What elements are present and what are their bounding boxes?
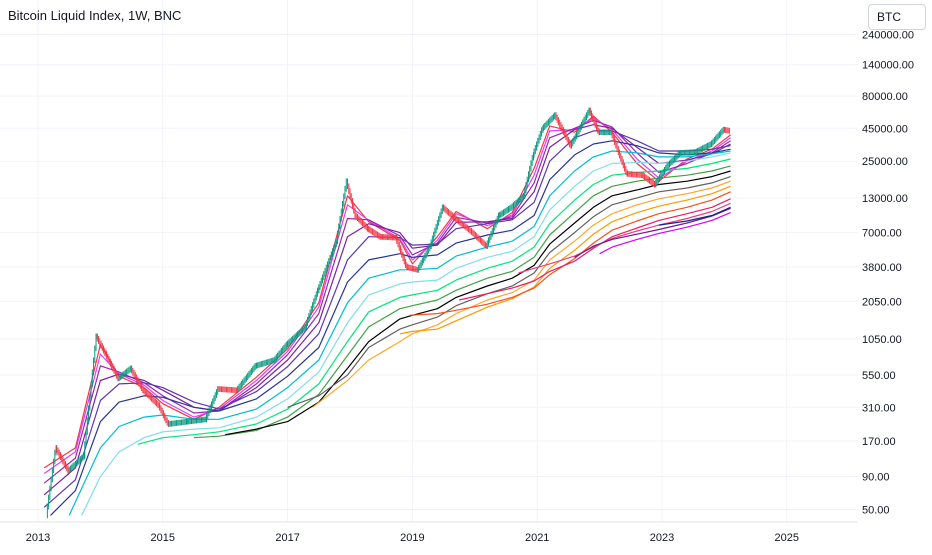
ma-line-8 xyxy=(137,158,731,445)
ma-line-16 xyxy=(518,202,731,274)
y-tick-label: 90.00 xyxy=(862,472,890,484)
ma-line-7 xyxy=(81,152,731,516)
y-tick-label: 45000.00 xyxy=(862,123,908,135)
y-tick-label: 310.00 xyxy=(862,402,896,414)
y-tick-label: 2050.00 xyxy=(862,296,902,308)
y-tick-label: 1050.00 xyxy=(862,334,902,346)
y-tick-label: 140000.00 xyxy=(862,60,914,72)
ma-line-6 xyxy=(68,150,731,516)
ma-line-17 xyxy=(574,207,731,258)
y-tick-label: 7000.00 xyxy=(862,228,902,240)
grid xyxy=(0,0,858,522)
x-tick-label: 2015 xyxy=(151,532,175,544)
symbol-search-box[interactable]: BTC xyxy=(868,4,926,30)
y-tick-label: 3800.00 xyxy=(862,262,902,274)
x-tick-label: 2013 xyxy=(26,532,50,544)
x-tick-label: 2017 xyxy=(275,532,299,544)
ma-line-5 xyxy=(50,140,731,516)
ma-line-4 xyxy=(43,130,731,508)
ma-line-18 xyxy=(599,212,731,255)
price-candles xyxy=(46,107,730,519)
x-tick-label: 2019 xyxy=(400,532,424,544)
y-tick-label: 550.00 xyxy=(862,370,896,382)
x-tick-label: 2025 xyxy=(775,532,799,544)
y-tick-label: 240000.00 xyxy=(862,30,914,42)
y-tick-label: 13000.00 xyxy=(862,193,908,205)
ma-line-15 xyxy=(459,198,731,301)
ma-line-2 xyxy=(43,119,731,484)
ma-line-19 xyxy=(658,206,731,226)
ma-line-12 xyxy=(312,180,731,408)
ma-line-13 xyxy=(399,185,731,335)
x-tick-label: 2021 xyxy=(525,532,549,544)
y-tick-label: 170.00 xyxy=(862,436,896,448)
y-tick-label: 80000.00 xyxy=(862,91,908,103)
x-tick-label: 2023 xyxy=(650,532,674,544)
ma-line-14 xyxy=(409,191,731,316)
ma-line-9 xyxy=(193,165,731,439)
ma-line-3 xyxy=(43,124,731,496)
chart-title: Bitcoin Liquid Index, 1W, BNC xyxy=(8,8,182,23)
ma-line-10 xyxy=(225,170,731,436)
moving-average-lines xyxy=(43,115,731,516)
price-axis[interactable]: 240000.00 140000.00 80000.00 45000.00 25000.… xyxy=(862,30,914,517)
ma-line-0 xyxy=(43,115,731,469)
ma-line-11 xyxy=(287,176,731,408)
y-tick-label: 50.00 xyxy=(862,504,890,516)
time-axis[interactable]: 2013 2015 2017 2019 2021 2023 2025 xyxy=(0,521,858,544)
y-tick-label: 25000.00 xyxy=(862,156,908,168)
ma-line-1 xyxy=(43,117,731,474)
